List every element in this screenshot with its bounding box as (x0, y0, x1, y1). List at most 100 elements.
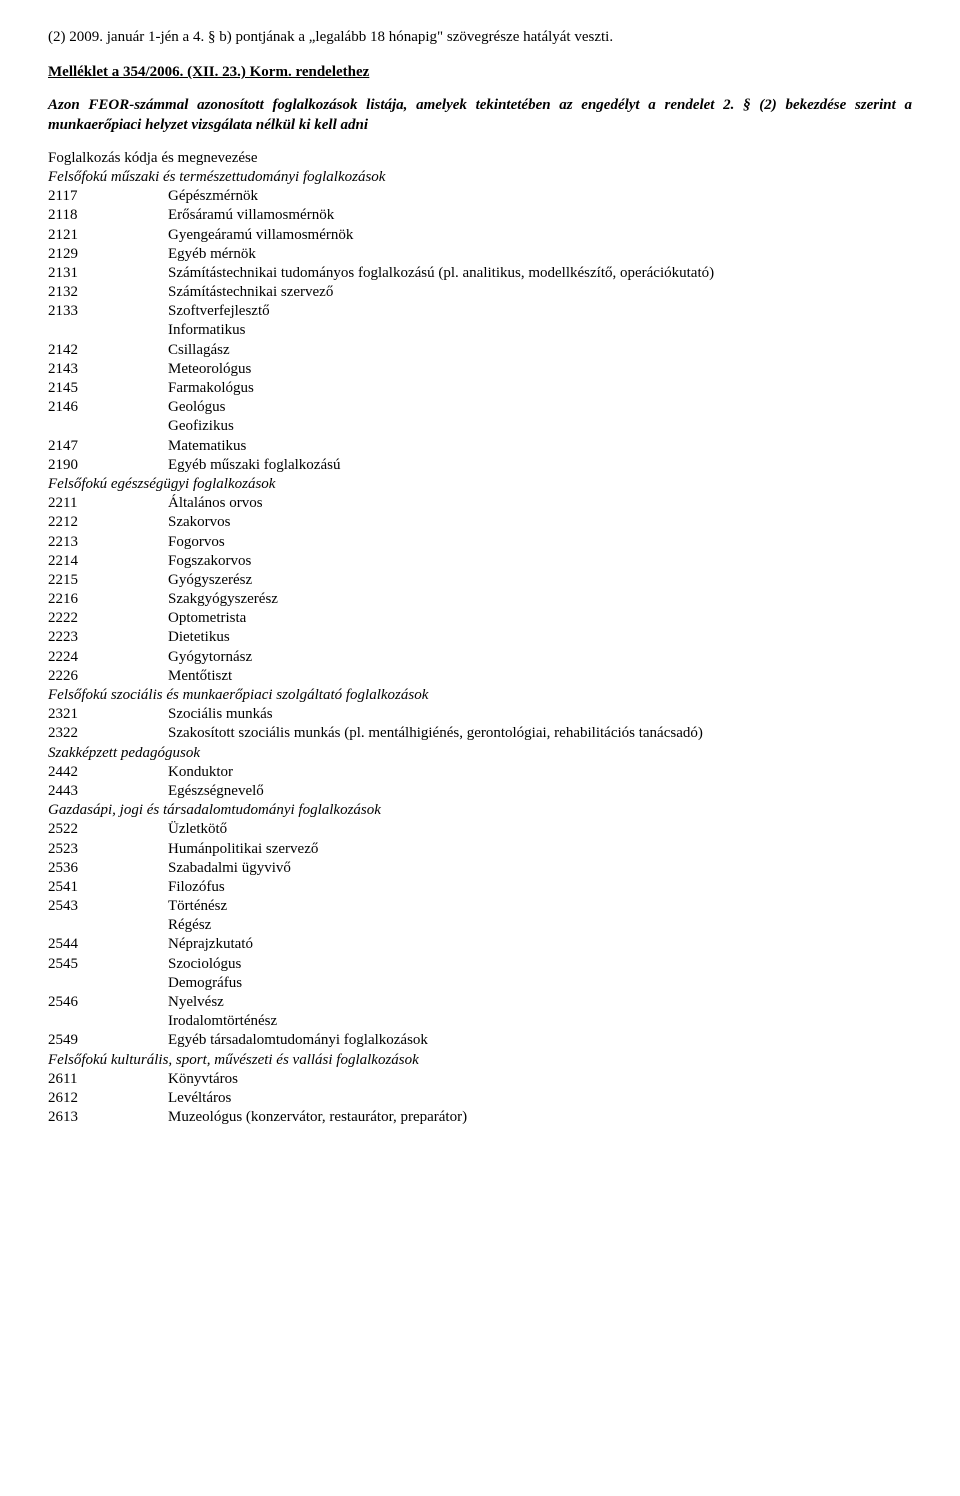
occupation-name: Könyvtáros (168, 1070, 912, 1089)
occupation-name: Humánpolitikai szervező (168, 840, 912, 859)
occupation-name: Szociológus (168, 955, 912, 974)
occupation-name: Farmakológus (168, 379, 912, 398)
occupation-name: Gyógytornász (168, 648, 912, 667)
occupation-row: 2443Egészségnevelő (48, 782, 912, 801)
occupation-code: 2131 (48, 264, 168, 283)
occupation-row: Geofizikus (48, 417, 912, 436)
section-heading: Gazdasápi, jogi és társadalomtudományi f… (48, 801, 912, 820)
occupation-code: 2613 (48, 1108, 168, 1127)
occupation-name: Erősáramú villamosmérnök (168, 206, 912, 225)
occupation-name: Geológus (168, 398, 912, 417)
occupation-code: 2145 (48, 379, 168, 398)
occupation-code: 2321 (48, 705, 168, 724)
list-header: Foglalkozás kódja és megnevezése (48, 149, 912, 168)
occupation-name: Szociális munkás (168, 705, 912, 724)
sections-container: Felsőfokú műszaki és természettudományi … (48, 168, 912, 1127)
occupation-name: Szoftverfejlesztő (168, 302, 912, 321)
occupation-name: Gyógyszerész (168, 571, 912, 590)
occupation-name: Filozófus (168, 878, 912, 897)
occupation-code: 2442 (48, 763, 168, 782)
occupation-code: 2224 (48, 648, 168, 667)
occupation-code: 2546 (48, 993, 168, 1012)
occupation-code: 2222 (48, 609, 168, 628)
occupation-row: 2536Szabadalmi ügyvivő (48, 859, 912, 878)
occupation-name: Régész (168, 916, 912, 935)
occupation-name: Dietetikus (168, 628, 912, 647)
occupation-row: 2129Egyéb mérnök (48, 245, 912, 264)
occupation-row: 2145Farmakológus (48, 379, 912, 398)
occupation-code: 2129 (48, 245, 168, 264)
section-heading: Felsőfokú szociális és munkaerőpiaci szo… (48, 686, 912, 705)
occupation-name: Történész (168, 897, 912, 916)
occupation-row: 2146Geológus (48, 398, 912, 417)
occupation-code: 2545 (48, 955, 168, 974)
occupation-name: Gépészmérnök (168, 187, 912, 206)
occupation-code: 2549 (48, 1031, 168, 1050)
occupation-row: 2549Egyéb társadalomtudományi foglalkozá… (48, 1031, 912, 1050)
occupation-row: 2212Szakorvos (48, 513, 912, 532)
section-heading: Szakképzett pedagógusok (48, 744, 912, 763)
occupation-row: 2612Levéltáros (48, 1089, 912, 1108)
occupation-name: Nyelvész (168, 993, 912, 1012)
occupation-name: Szabadalmi ügyvivő (168, 859, 912, 878)
attachment-title: Melléklet a 354/2006. (XII. 23.) Korm. r… (48, 63, 912, 82)
occupation-name: Egyéb mérnök (168, 245, 912, 264)
occupation-row: 2223Dietetikus (48, 628, 912, 647)
occupation-code: 2214 (48, 552, 168, 571)
occupation-name: Szakorvos (168, 513, 912, 532)
occupation-row: 2224Gyógytornász (48, 648, 912, 667)
occupation-name: Egészségnevelő (168, 782, 912, 801)
occupation-row: 2213Fogorvos (48, 533, 912, 552)
occupation-row: Demográfus (48, 974, 912, 993)
occupation-name: Számítástechnikai szervező (168, 283, 912, 302)
occupation-row: 2222Optometrista (48, 609, 912, 628)
occupation-row: 2523Humánpolitikai szervező (48, 840, 912, 859)
occupation-code: 2143 (48, 360, 168, 379)
top-note: (2) 2009. január 1-jén a 4. § b) pontján… (48, 28, 912, 47)
occupation-name: Néprajzkutató (168, 935, 912, 954)
occupation-row: 2147Matematikus (48, 437, 912, 456)
occupation-row: Informatikus (48, 321, 912, 340)
occupation-name: Üzletkötő (168, 820, 912, 839)
section-heading: Felsőfokú műszaki és természettudományi … (48, 168, 912, 187)
occupation-name: Egyéb műszaki foglalkozású (168, 456, 912, 475)
occupation-name: Konduktor (168, 763, 912, 782)
occupation-name: Levéltáros (168, 1089, 912, 1108)
occupation-row: 2215Gyógyszerész (48, 571, 912, 590)
occupation-code: 2544 (48, 935, 168, 954)
occupation-name: Egyéb társadalomtudományi foglalkozások (168, 1031, 912, 1050)
occupation-row: 2544Néprajzkutató (48, 935, 912, 954)
occupation-name: Demográfus (168, 974, 912, 993)
occupation-code: 2117 (48, 187, 168, 206)
occupation-row: 2118Erősáramú villamosmérnök (48, 206, 912, 225)
occupation-code (48, 916, 168, 935)
occupation-row: 2321Szociális munkás (48, 705, 912, 724)
occupation-code: 2223 (48, 628, 168, 647)
occupation-row: 2117Gépészmérnök (48, 187, 912, 206)
occupation-code: 2216 (48, 590, 168, 609)
occupation-code: 2133 (48, 302, 168, 321)
occupation-code: 2121 (48, 226, 168, 245)
occupation-name: Mentőtiszt (168, 667, 912, 686)
occupation-row: 2132Számítástechnikai szervező (48, 283, 912, 302)
occupation-code: 2213 (48, 533, 168, 552)
occupation-code (48, 974, 168, 993)
occupation-name: Szakosított szociális munkás (pl. mentál… (168, 724, 912, 743)
occupation-row: 2214Fogszakorvos (48, 552, 912, 571)
occupation-row: 2143Meteorológus (48, 360, 912, 379)
occupation-name: Általános orvos (168, 494, 912, 513)
lead-paragraph: Azon FEOR-számmal azonosított foglalkozá… (48, 96, 912, 134)
occupation-code (48, 1012, 168, 1031)
occupation-code: 2536 (48, 859, 168, 878)
occupation-code: 2226 (48, 667, 168, 686)
occupation-row: Irodalomtörténész (48, 1012, 912, 1031)
occupation-name: Szakgyógyszerész (168, 590, 912, 609)
occupation-row: 2121Gyengeáramú villamosmérnök (48, 226, 912, 245)
occupation-row: 2442Konduktor (48, 763, 912, 782)
section-heading: Felsőfokú kulturális, sport, művészeti é… (48, 1051, 912, 1070)
occupation-code: 2543 (48, 897, 168, 916)
occupation-name: Fogorvos (168, 533, 912, 552)
occupation-row: 2611Könyvtáros (48, 1070, 912, 1089)
occupation-row: 2522Üzletkötő (48, 820, 912, 839)
occupation-code: 2211 (48, 494, 168, 513)
